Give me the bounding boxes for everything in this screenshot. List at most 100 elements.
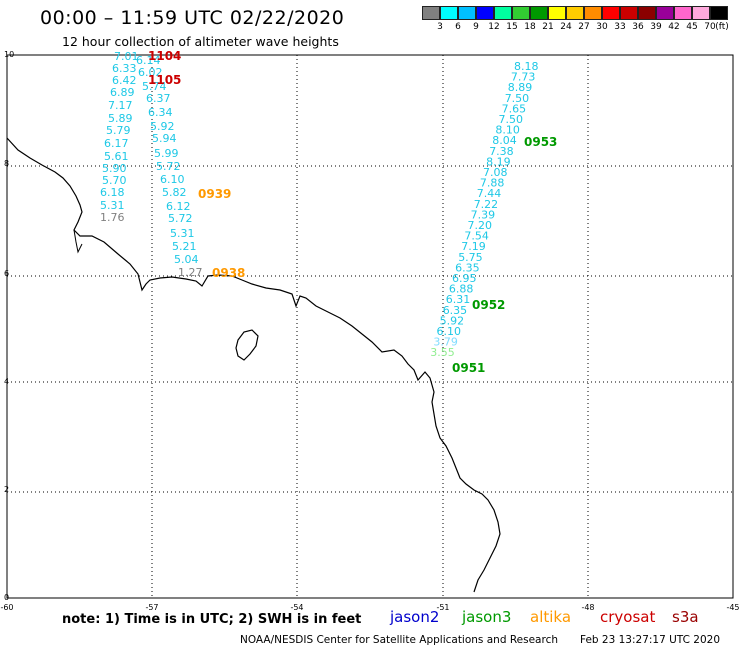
wave-height-value: 5.72 — [168, 212, 193, 225]
island — [235, 329, 259, 361]
legend-swatch — [620, 6, 638, 20]
wave-height-value: 3.79 — [433, 336, 458, 349]
pass-time-label: 0953 — [524, 135, 557, 149]
wave-height-value: 5.75 — [458, 251, 483, 264]
legend-tick-label: 27 — [578, 22, 590, 32]
wave-height-value: 8.04 — [492, 134, 517, 147]
legend-swatch — [692, 6, 710, 20]
legend-tick-label: 39 — [650, 22, 662, 32]
wave-height-value: 7.73 — [511, 71, 536, 84]
latitude-label: 0 — [4, 593, 9, 602]
legend-swatch — [584, 6, 602, 20]
wave-height-value: 7.39 — [471, 208, 496, 221]
wave-height-value: 5.72 — [156, 160, 181, 173]
legend-swatch — [674, 6, 692, 20]
pass-time-label: 1104 — [148, 49, 181, 63]
pass-time-label: 1105 — [148, 73, 181, 87]
wave-height-value: 6.10 — [160, 173, 185, 186]
wave-height-value: 7.20 — [468, 219, 493, 232]
satellite-legend-s3a: s3a — [672, 608, 699, 626]
wave-height-value: 5.70 — [102, 174, 127, 187]
longitude-label: -60 — [0, 603, 13, 612]
wave-height-value: 6.31 — [446, 293, 471, 306]
wave-height-value: 6.18 — [100, 186, 125, 199]
wave-height-value: 5.92 — [440, 314, 465, 327]
wave-height-value: 5.90 — [102, 162, 127, 175]
legend-tick-label: (ft) — [715, 22, 729, 32]
altimeter-track-east: 8.187.738.897.507.657.508.108.047.388.19… — [430, 60, 538, 359]
wave-height-value: 7.54 — [464, 230, 489, 243]
wave-height-value: 7.17 — [108, 99, 133, 112]
longitude-label: -51 — [436, 603, 449, 612]
legend-tick-label: 33 — [614, 22, 626, 32]
legend-tick-label: 42 — [668, 22, 680, 32]
wave-height-value: 3.55 — [430, 346, 455, 359]
legend-swatch — [656, 6, 674, 20]
page-subtitle: 12 hour collection of altimeter wave hei… — [62, 34, 339, 49]
legend-swatch — [530, 6, 548, 20]
legend-tick-label: 21 — [542, 22, 554, 32]
legend-tick-label: 3 — [437, 22, 443, 32]
wave-height-value: 6.88 — [449, 283, 474, 296]
legend-tick-label: 24 — [560, 22, 572, 32]
wave-height-value: 6.17 — [104, 137, 129, 150]
legend-swatch — [566, 6, 584, 20]
color-legend — [422, 6, 728, 20]
latitude-label: 10 — [4, 50, 14, 59]
longitude-label: -54 — [290, 603, 303, 612]
legend-swatch — [548, 6, 566, 20]
wave-height-value: 7.22 — [474, 198, 499, 211]
latitude-labels: 10 8 6 4 2 0 — [4, 50, 14, 602]
wave-height-value: 6.42 — [112, 74, 137, 87]
satellite-legend-jason3: jason3 — [462, 608, 512, 626]
longitude-label: -48 — [581, 603, 594, 612]
wave-height-value: 5.31 — [170, 227, 195, 240]
satellite-legend-altika: altika — [530, 608, 572, 626]
wave-height-value: 5.04 — [174, 253, 199, 266]
wave-height-value: 6.35 — [443, 304, 468, 317]
wave-height-value: 6.95 — [452, 272, 477, 285]
wave-height-value: 1.76 — [100, 211, 125, 224]
coastline — [6, 137, 501, 593]
legend-tick-label: 15 — [506, 22, 518, 32]
wave-height-value: 5.74 — [142, 80, 167, 93]
wave-height-value: 5.94 — [152, 132, 177, 145]
longitude-label: -57 — [145, 603, 158, 612]
satellite-legend-cryosat: cryosat — [600, 608, 656, 626]
wave-height-value: 8.19 — [486, 155, 511, 168]
legend-tick-label: 6 — [455, 22, 461, 32]
legend-swatch — [494, 6, 512, 20]
legend-swatch — [458, 6, 476, 20]
pass-time-labels: 1104 1105 0939 0938 0953 0952 0951 — [148, 49, 557, 375]
longitude-label: -45 — [726, 603, 739, 612]
credit-line: NOAA/NESDIS Center for Satellite Applica… — [240, 634, 558, 646]
legend-swatch — [602, 6, 620, 20]
pass-time-label: 0951 — [452, 361, 485, 375]
wave-height-value: 6.35 — [455, 261, 480, 274]
wave-height-value: 5.31 — [100, 199, 125, 212]
legend-tick-label: 12 — [488, 22, 500, 32]
page-title: 00:00 – 11:59 UTC 02/22/2020 — [40, 7, 345, 29]
wave-height-value: 7.65 — [502, 102, 526, 115]
wave-height-value: 7.38 — [489, 145, 514, 158]
footnote: note: 1) Time is in UTC; 2) SWH is in fe… — [62, 612, 362, 627]
latitude-label: 2 — [4, 485, 9, 494]
wave-height-value: 6.02 — [138, 66, 163, 79]
wave-height-value: 6.89 — [110, 86, 135, 99]
plot-frame — [6, 54, 734, 599]
legend-swatch — [710, 6, 728, 20]
latitude-label: 4 — [4, 377, 9, 386]
legend-tick-label: 9 — [473, 22, 479, 32]
wave-height-value: 7.88 — [480, 177, 505, 190]
generation-timestamp: Feb 23 13:27:17 UTC 2020 — [580, 634, 720, 646]
grid-lines — [7, 55, 733, 598]
wave-height-value: 5.79 — [106, 124, 131, 137]
legend-tick-label: 45 — [686, 22, 698, 32]
wave-height-value: 5.89 — [108, 112, 133, 125]
latitude-label: 6 — [4, 269, 9, 278]
wave-height-value: 6.12 — [166, 200, 191, 213]
legend-tick-label: 70 — [704, 22, 716, 32]
legend-tick-label: 18 — [524, 22, 536, 32]
latitude-label: 8 — [4, 159, 9, 168]
wave-height-value: 5.92 — [150, 120, 175, 133]
